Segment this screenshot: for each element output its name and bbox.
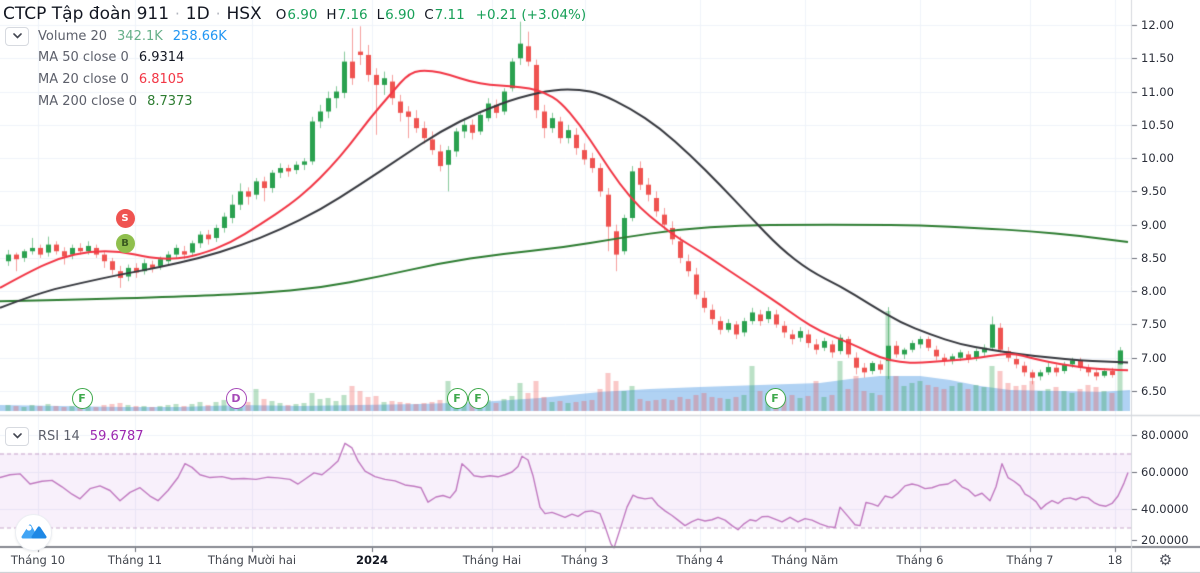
price-scale[interactable]: 12.00 11.50 11.00 10.50 10.00 9.50 9.00 8.50 8.0… <box>1131 0 1200 415</box>
event-marker-f[interactable]: F <box>764 387 786 409</box>
price-tick-label: 9.50 <box>1141 184 1167 199</box>
separator-dot: · <box>175 5 180 23</box>
price-tick-label: 9.00 <box>1141 217 1167 232</box>
volume-ma-value: 258.66K <box>172 28 227 44</box>
price-tick-label: 7.50 <box>1141 317 1167 332</box>
separator-dot: · <box>215 5 221 23</box>
rsi-label: RSI 14 <box>38 428 80 444</box>
time-tick-label: 2024 <box>355 553 389 567</box>
ohlc-pair: O6.90 <box>275 7 318 23</box>
price-tick-label: 10.00 <box>1141 151 1174 166</box>
rsi-tick-label: 40.0000 <box>1141 502 1189 516</box>
time-tick-label: Tháng Hai <box>462 553 522 567</box>
price-tick-label: 7.00 <box>1141 350 1167 365</box>
rsi-legend-row: RSI 14 59.6787 <box>5 426 144 446</box>
ohlc-values: O6.90 H7.16 L6.90 C7.11 <box>276 7 474 23</box>
time-tick-label: Tháng 6 <box>896 553 944 567</box>
event-marker-f[interactable]: F <box>71 387 93 409</box>
interval-label[interactable]: 1D <box>185 4 210 24</box>
sell-signal-marker[interactable]: S <box>115 208 135 228</box>
rsi-tick-label: 20.0000 <box>1141 533 1189 547</box>
time-tick-label: Tháng 4 <box>676 553 724 567</box>
tradingview-logo-button[interactable] <box>15 514 52 551</box>
price-tick-label: 12.00 <box>1141 18 1174 32</box>
time-tick-label: Tháng 3 <box>561 553 609 567</box>
ohlc-pair: L6.90 <box>376 7 416 23</box>
price-tick-label: 6.50 <box>1141 383 1167 398</box>
ma-legend-row: MA 50 close 0 6.9314 <box>38 50 185 65</box>
tradingview-logo-icon <box>21 520 47 545</box>
time-tick-label: Tháng 7 <box>1006 553 1054 567</box>
buy-signal-marker[interactable]: B <box>115 233 135 253</box>
event-marker-f[interactable]: F <box>467 387 489 409</box>
time-tick-label: Tháng Mười hai <box>207 553 297 567</box>
time-tick-label: Tháng Năm <box>771 553 839 567</box>
price-tick-label: 11.00 <box>1141 84 1174 99</box>
collapse-rsi-button[interactable] <box>5 426 29 446</box>
event-marker-d[interactable]: D <box>225 387 247 409</box>
symbol-title[interactable]: CTCP Tập đoàn 911 <box>3 4 170 24</box>
rsi-tick-label: 80.0000 <box>1141 428 1189 442</box>
chevron-down-icon <box>12 33 22 39</box>
time-tick-label: Tháng 11 <box>107 553 163 567</box>
ohlc-pair: H7.16 <box>326 7 368 23</box>
volume-legend-row: Volume 20 342.1K 258.66K <box>5 26 227 46</box>
time-axis-settings: ⚙ <box>1131 547 1200 573</box>
chevron-down-icon <box>12 433 22 439</box>
time-tick-label: Tháng 10 <box>10 553 66 567</box>
gear-icon[interactable]: ⚙ <box>1158 550 1173 569</box>
change-value: +0.21 (+3.04%) <box>475 7 587 23</box>
price-tick-label: 10.50 <box>1141 117 1174 132</box>
time-tick-label: 18 <box>1107 553 1123 567</box>
exchange-label: HSX <box>226 4 262 24</box>
ma-legend-row: MA 200 close 0 8.7373 <box>38 94 193 109</box>
rsi-value: 59.6787 <box>89 428 144 444</box>
price-tick-label: 11.50 <box>1141 51 1174 66</box>
price-tick-label: 8.50 <box>1141 250 1167 265</box>
price-tick-label: 8.00 <box>1141 284 1167 299</box>
rsi-scale[interactable]: 80.0000 60.0000 40.0000 20.0000 <box>1131 415 1200 547</box>
volume-value: 342.1K <box>117 28 163 44</box>
rsi-tick-label: 60.0000 <box>1141 465 1189 479</box>
collapse-volume-button[interactable] <box>5 26 29 46</box>
time-scale[interactable]: Tháng 10 Tháng 11 Tháng Mười hai 2024 Tháng … <box>0 547 1131 573</box>
ma-legend-row: MA 20 close 0 6.8105 <box>38 72 185 87</box>
event-marker-f[interactable]: F <box>446 387 468 409</box>
volume-label: Volume 20 <box>38 28 108 44</box>
symbol-header: CTCP Tập đoàn 911 · 1D · HSX O6.90 H7.16 L6.90 C… <box>3 4 586 24</box>
ohlc-pair: C7.11 <box>424 7 465 23</box>
